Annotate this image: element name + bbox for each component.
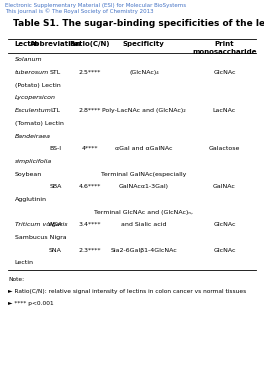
Text: LTL: LTL	[50, 108, 60, 113]
Text: GalNAcα1-3Gal): GalNAcα1-3Gal)	[119, 184, 169, 189]
Text: Abbreviation: Abbreviation	[30, 41, 81, 47]
Text: (Potato) Lectin: (Potato) Lectin	[15, 83, 60, 88]
Text: GlcNAc: GlcNAc	[213, 70, 236, 75]
Text: Print
monosaccharide: Print monosaccharide	[192, 41, 257, 54]
Text: Electronic Supplementary Material (ESI) for Molecular BioSystems: Electronic Supplementary Material (ESI) …	[5, 3, 186, 7]
Text: (GlcNAc)₄: (GlcNAc)₄	[129, 70, 159, 75]
Text: (Tomato) Lectin: (Tomato) Lectin	[15, 121, 63, 126]
Text: and Sialic acid: and Sialic acid	[121, 222, 167, 227]
Text: Specificity: Specificity	[123, 41, 165, 47]
Text: This journal is © The Royal Society of Chemistry 2013: This journal is © The Royal Society of C…	[5, 8, 154, 14]
Text: Soybean: Soybean	[15, 172, 42, 176]
Text: ► Ratio(C/N): relative signal intensity of lectins in colon cancer vs normal tis: ► Ratio(C/N): relative signal intensity …	[8, 289, 246, 294]
Text: ► **** p<0.001: ► **** p<0.001	[8, 301, 54, 306]
Text: 4.6****: 4.6****	[79, 184, 101, 189]
Text: GalNAc: GalNAc	[213, 184, 236, 189]
Text: simplicifolia: simplicifolia	[15, 159, 52, 164]
Text: SBA: SBA	[49, 184, 62, 189]
Text: Sambucus Nigra: Sambucus Nigra	[15, 235, 66, 240]
Text: tuberosum: tuberosum	[15, 70, 49, 75]
Text: BS-I: BS-I	[49, 146, 62, 151]
Text: Sia2-6Galβ1-4GlcNAc: Sia2-6Galβ1-4GlcNAc	[111, 248, 177, 253]
Text: LacNAc: LacNAc	[213, 108, 236, 113]
Text: Terminal GlcNAc and (GlcNAc)ₙ,: Terminal GlcNAc and (GlcNAc)ₙ,	[95, 210, 194, 214]
Text: Poly-LacNAc and (GlcNAc)₂: Poly-LacNAc and (GlcNAc)₂	[102, 108, 186, 113]
Text: 3.4****: 3.4****	[78, 222, 101, 227]
Text: WGA: WGA	[48, 222, 63, 227]
Text: αGal and αGalNAc: αGal and αGalNAc	[115, 146, 173, 151]
Text: Galactose: Galactose	[209, 146, 240, 151]
Text: Solanum: Solanum	[15, 57, 42, 62]
Text: 2.3****: 2.3****	[78, 248, 101, 253]
Text: SNA: SNA	[49, 248, 62, 253]
Text: Bandeiraea: Bandeiraea	[15, 134, 50, 138]
Text: Note:: Note:	[8, 277, 24, 282]
Text: Lycopersicon: Lycopersicon	[15, 95, 55, 100]
Text: 2.8****: 2.8****	[79, 108, 101, 113]
Text: 4****: 4****	[82, 146, 98, 151]
Text: Esculentum: Esculentum	[15, 108, 51, 113]
Text: GlcNAc: GlcNAc	[213, 222, 236, 227]
Text: Terminal GalNAc(especially: Terminal GalNAc(especially	[101, 172, 187, 176]
Text: STL: STL	[50, 70, 61, 75]
Text: Table S1. The sugar-binding specificities of the lectins: Table S1. The sugar-binding specificitie…	[13, 19, 264, 28]
Text: Triticum vulgaris: Triticum vulgaris	[15, 222, 67, 227]
Text: GlcNAc: GlcNAc	[213, 248, 236, 253]
Text: Ratio(C/N): Ratio(C/N)	[69, 41, 110, 47]
Text: 2.5****: 2.5****	[79, 70, 101, 75]
Text: Lectin: Lectin	[15, 41, 39, 47]
Text: Agglutinin: Agglutinin	[15, 197, 46, 202]
Text: Lectin: Lectin	[15, 260, 34, 265]
